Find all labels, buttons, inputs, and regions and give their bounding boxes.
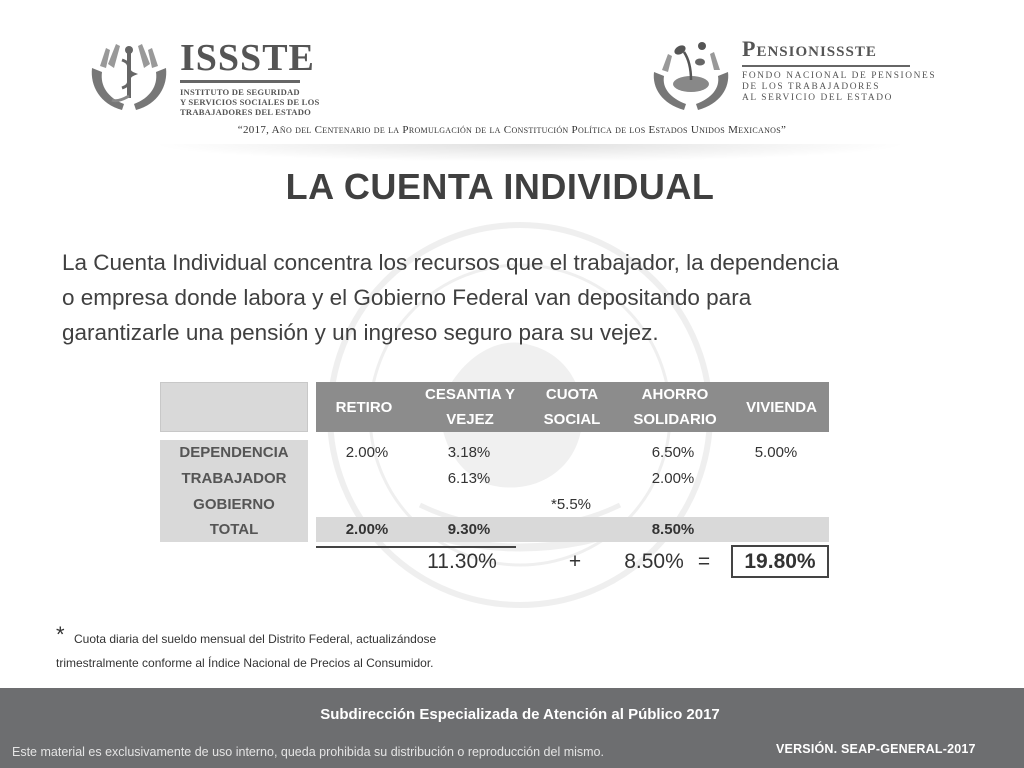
table-cell: 6.13% (447, 470, 491, 487)
intro-paragraph: La Cuenta Individual concentra los recur… (62, 245, 962, 350)
pensionissste-logo: Pensionissste Fondo Nacional de Pensione… (650, 36, 936, 112)
pensionissste-name: Pensionissste (742, 36, 910, 67)
column-header-retiro: RETIRO (316, 382, 412, 432)
column-header-cuota-social: CUOTA SOCIAL (528, 382, 616, 432)
summary-grand-total: 19.80% (731, 545, 829, 578)
intro-line: La Cuenta Individual concentra los recur… (62, 250, 839, 275)
footnote-line: trimestralmente conforme al Índice Nacio… (56, 656, 434, 670)
table-cell: 2.00% (345, 444, 389, 461)
footnote-line: Cuota diaria del sueldo mensual del Dist… (74, 632, 437, 646)
hands-caduceus-icon (91, 44, 167, 110)
footer-version: VERSIÓN. SEAP-GENERAL-2017 (776, 742, 976, 756)
column-header-cesantia: CESANTIA Y VEJEZ (412, 382, 528, 432)
table-header-bar (316, 382, 829, 432)
table-cell: 5.00% (754, 444, 798, 461)
issste-subtitle-line: y Servicios Sociales de los (180, 97, 320, 107)
pensionissste-subtitle-line: Fondo Nacional de Pensiones (742, 71, 937, 81)
column-header-line: SOLIDARIO (633, 411, 717, 428)
table-cell: 2.00% (651, 470, 695, 487)
summary-second: 8.50% (624, 550, 684, 573)
issste-subtitle: Instituto de Seguridad y Servicios Socia… (180, 87, 319, 117)
table-cell-total: 2.00% (345, 521, 389, 538)
hands-sprout-icon (653, 42, 729, 110)
issste-name: ISSSTE (180, 38, 314, 83)
intro-line: o empresa donde labora y el Gobierno Fed… (62, 285, 752, 310)
column-header-ahorro-solidario: AHORRO SOLIDARIO (616, 382, 734, 432)
row-label-dependencia: DEPENDENCIA (179, 444, 289, 461)
column-header-line: CESANTIA Y (424, 386, 515, 403)
column-header-line: AHORRO (641, 386, 709, 403)
table-cell-total: 9.30% (447, 521, 491, 538)
footer-disclaimer: Este material es exclusivamente de uso i… (12, 745, 604, 759)
issste-subtitle-line: Trabajadores del Estado (180, 107, 311, 117)
header-motto: “2017, Año del Centenario de la Promulga… (237, 124, 787, 136)
row-labels-background (160, 440, 308, 542)
table-corner-cell (160, 382, 308, 432)
pensionissste-subtitle: Fondo Nacional de Pensiones de los Traba… (742, 71, 936, 104)
column-header-line: VIVIENDA (746, 398, 817, 416)
header-divider-shadow (150, 144, 910, 162)
footnote-marker: * (56, 622, 65, 647)
issste-subtitle-line: Instituto de Seguridad (180, 87, 300, 97)
issste-logo: ISSSTE Instituto de Seguridad y Servicio… (88, 38, 319, 117)
column-header-vivienda: VIVIENDA (734, 382, 829, 432)
column-header-line: CUOTA (545, 386, 599, 403)
column-header-line: VEJEZ (446, 411, 494, 428)
row-label-trabajador: TRABAJADOR (181, 470, 287, 487)
table-cell: 6.50% (651, 444, 695, 461)
column-header-line: SOCIAL (543, 411, 601, 428)
pensionissste-subtitle-line: de los Trabajadores (742, 82, 881, 92)
intro-line: garantizarle una pensión y un ingreso se… (62, 320, 659, 345)
total-row-background (316, 517, 829, 542)
summary-plus: + (568, 550, 582, 573)
page-title: LA CUENTA INDIVIDUAL (285, 166, 715, 207)
column-header-line: RETIRO (335, 398, 393, 416)
row-label-total: TOTAL (209, 521, 259, 538)
footer-title: Subdirección Especializada de Atención a… (320, 706, 720, 723)
summary-underline (316, 546, 516, 548)
row-label-gobierno: GOBIERNO (193, 496, 275, 513)
table-cell-total: 8.50% (651, 521, 695, 538)
table-cell: *5.5% (550, 496, 592, 513)
summary-subtotal: 11.30% (427, 550, 497, 573)
table-cell: 3.18% (447, 444, 491, 461)
summary-equals: = (697, 550, 711, 573)
footer-bar (0, 688, 1024, 768)
pensionissste-subtitle-line: al Servicio del Estado (742, 93, 893, 103)
